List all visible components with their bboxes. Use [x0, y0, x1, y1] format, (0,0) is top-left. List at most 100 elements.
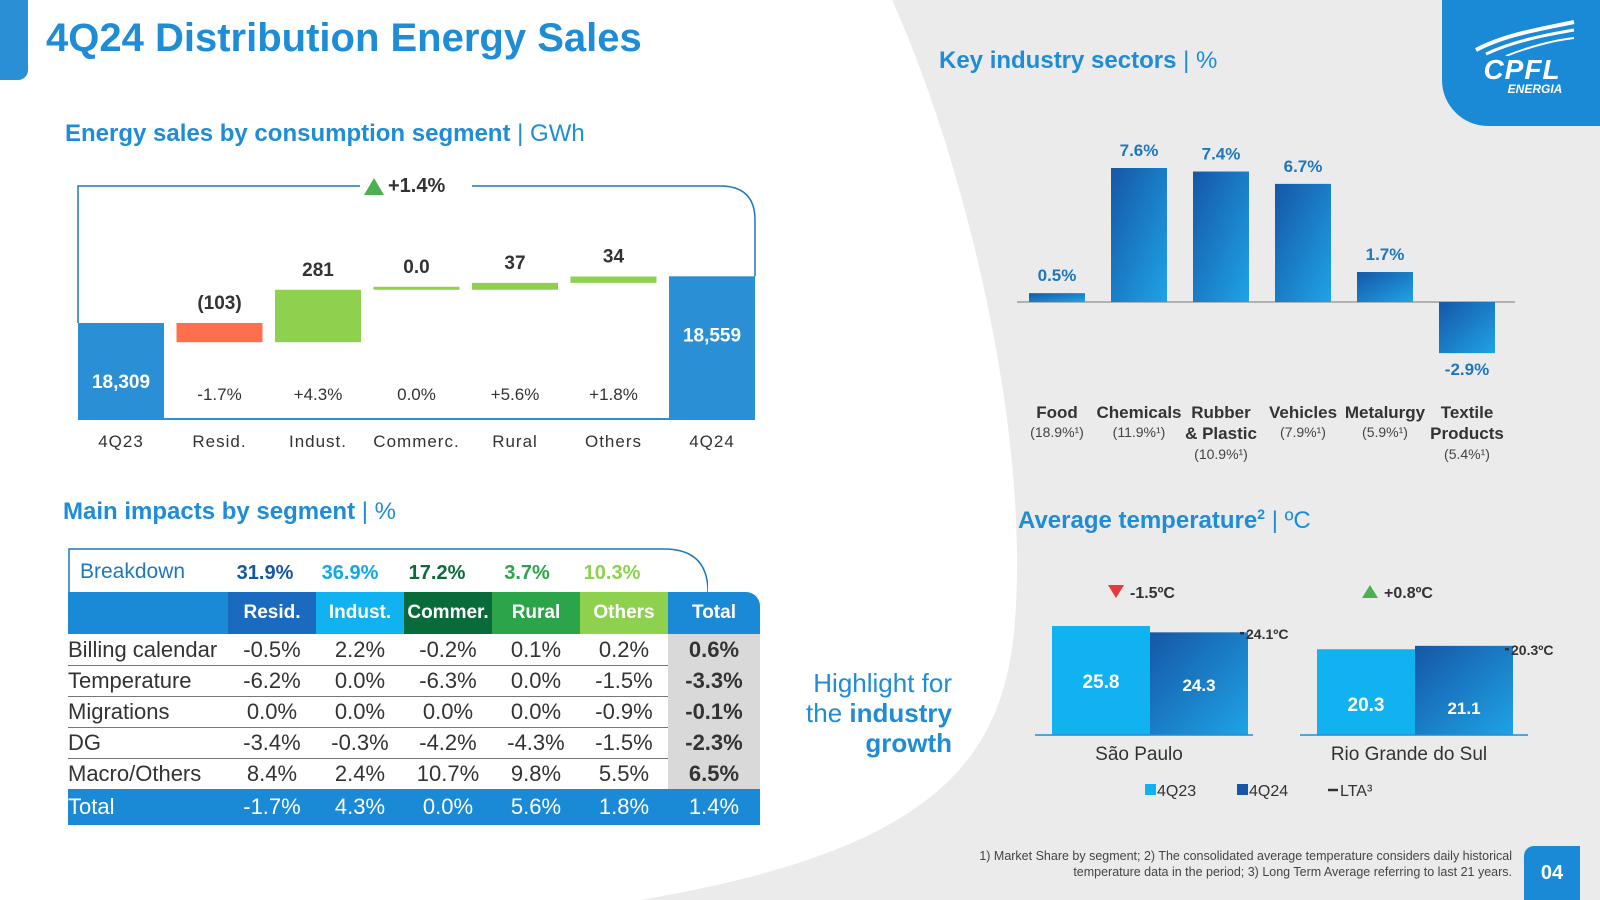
sector-value-label: -2.9% [1445, 360, 1489, 379]
row-cell: 2.2% [334, 637, 386, 662]
waterfall-value-label: 37 [504, 253, 525, 274]
breakdown-label: Breakdown [80, 560, 186, 583]
impacts-title-unit: | % [361, 498, 396, 525]
legend-swatch [1145, 784, 1156, 795]
temp-bar-4q23 [1052, 626, 1150, 735]
row-cell: 9.8% [510, 761, 562, 786]
legend-label: 4Q23 [1157, 783, 1196, 800]
row-label: Migrations [68, 699, 170, 724]
waterfall-value-label: 0.0 [403, 257, 429, 278]
sector-value-label: 7.4% [1202, 145, 1241, 164]
row-cell: -4.2% [419, 730, 477, 755]
row-cell: 0.1% [510, 637, 562, 662]
row-total-cell: 6.5% [668, 758, 760, 789]
temp-bar-4q24 [1415, 645, 1513, 735]
slide-title: 4Q24 Distribution Energy Sales [46, 16, 642, 60]
footnote-line1: 1) Market Share by segment; 2) The conso… [979, 849, 1512, 863]
waterfall-category-label: Rural [492, 432, 538, 451]
sector-value-label: 0.5% [1038, 266, 1077, 285]
table-header: Resid. Indust. Commer. Rural Others Tota… [68, 592, 760, 634]
waterfall-value-label: (103) [197, 293, 241, 314]
row-cell: -0.3% [331, 730, 389, 755]
temp-section-title: Average temperature2 | ºC [1018, 506, 1311, 535]
segment-title-text: Energy sales by consumption segment [65, 120, 511, 147]
sector-market-share: (18.9%¹) [1030, 424, 1084, 440]
sector-category-label: Metalurgy [1345, 403, 1426, 422]
row-label: Billing calendar [68, 637, 218, 662]
sector-market-share: (10.9%¹) [1194, 446, 1248, 462]
highlight-line2a: the [806, 698, 850, 728]
footnote-line2: temperature data in the period; 3) Long … [1073, 865, 1512, 879]
segment-title-unit: | GWh [517, 120, 585, 147]
col-others: Others [580, 592, 668, 634]
waterfall-bar-4q23 [78, 322, 164, 418]
logo-name: CPFL [1483, 54, 1561, 85]
segment-section-title: Energy sales by consumption segment | GW… [65, 120, 585, 148]
row-cell: -4.3% [507, 730, 565, 755]
row-cell: 0.0% [334, 668, 386, 693]
temp-value-4q24: 21.1 [1447, 699, 1480, 718]
row-label: Temperature [68, 668, 192, 693]
temp-title-unit: | ºC [1271, 507, 1311, 534]
row-label: Total [68, 794, 115, 819]
sector-bar-4 [1357, 272, 1413, 302]
sector-bar-3 [1275, 183, 1331, 302]
row-cell: 4.3% [334, 794, 386, 819]
row-label: DG [68, 730, 101, 755]
logo-subtitle: ENERGIA [1507, 82, 1563, 96]
row-cell: 0.0% [334, 699, 386, 724]
up-triangle-icon [364, 178, 384, 195]
row-total-cell: -0.1% [668, 696, 760, 727]
row-cell: 0.0% [246, 699, 298, 724]
waterfall-bar-rural [472, 282, 558, 290]
waterfall-pct-label: 0.0% [397, 385, 436, 404]
temp-category-label: São Paulo [1095, 744, 1183, 765]
row-cell: 1.8% [598, 794, 650, 819]
down-triangle-icon [1108, 585, 1124, 598]
waterfall-bar-4q24 [669, 276, 755, 418]
sector-category-label: Vehicles [1269, 403, 1337, 422]
temp-bar-4q23 [1317, 649, 1415, 735]
row-total-cell: 1.4% [688, 794, 740, 819]
waterfall-pct-label: +4.3% [294, 385, 343, 404]
table-row: Billing calendar -0.5% 2.2% -0.2% 0.1% 0.2% 0.… [68, 634, 760, 666]
waterfall-bar-others [570, 276, 657, 283]
sector-market-share: (5.9%¹) [1362, 424, 1408, 440]
sector-bar-2 [1193, 171, 1249, 302]
sector-category-label: Textile [1441, 403, 1494, 422]
temp-value-4q24: 24.3 [1182, 676, 1215, 695]
sector-value-label: 1.7% [1366, 245, 1405, 264]
sectors-section-title: Key industry sectors | % [939, 47, 1217, 75]
row-cell: -0.2% [419, 637, 477, 662]
waterfall-pct-label: -1.7% [197, 385, 241, 404]
temp-title-sup: 2 [1257, 506, 1266, 522]
row-cell: -6.3% [419, 668, 477, 693]
table-row: DG -3.4% -0.3% -4.2% -4.3% -1.5% -2.3% [68, 727, 760, 759]
sectors-title-text: Key industry sectors [939, 47, 1177, 74]
row-cell: 0.0% [510, 668, 562, 693]
row-total-cell: 0.6% [668, 634, 760, 665]
waterfall-value-label: 18,559 [683, 325, 741, 346]
impacts-section-title: Main impacts by segment | % [63, 498, 396, 526]
waterfall-category-label: 4Q24 [689, 432, 735, 451]
col-indust: Indust. [316, 592, 404, 634]
row-cell: 0.0% [510, 699, 562, 724]
temp-value-4q23: 25.8 [1083, 672, 1120, 693]
sector-category-label: Chemicals [1096, 403, 1181, 422]
cpfl-logo [1442, 0, 1600, 126]
row-total-cell: -3.3% [668, 665, 760, 696]
row-cell: 2.4% [334, 761, 386, 786]
temp-category-label: Rio Grande do Sul [1331, 744, 1487, 765]
logo-swoosh-icon [1475, 20, 1575, 56]
lta-value-label: 20.3ºC [1511, 642, 1553, 658]
up-triangle-icon [1362, 585, 1378, 598]
legend-label: 4Q24 [1249, 783, 1288, 800]
sector-category-label: Food [1036, 403, 1078, 422]
footnote: 1) Market Share by segment; 2) The conso… [900, 848, 1512, 880]
row-cell: 10.7% [416, 761, 480, 786]
table-total-row: Total -1.7% 4.3% 0.0% 5.6% 1.8% 1.4% [68, 789, 760, 825]
